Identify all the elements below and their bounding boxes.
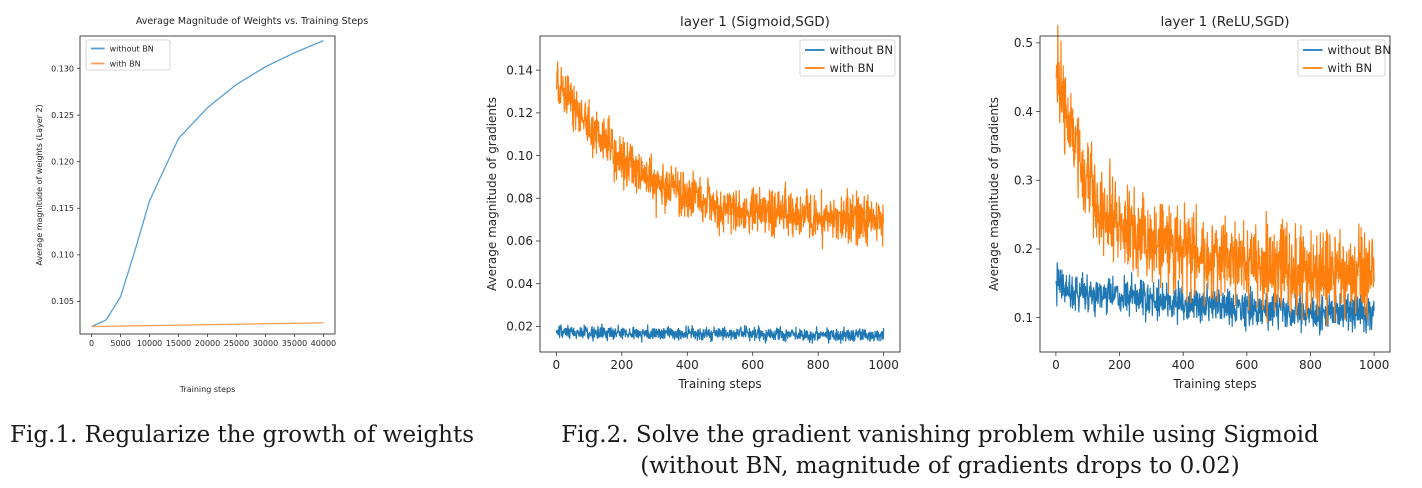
x-axis-label: Training steps	[179, 385, 236, 394]
chart-weights-magnitude: 0 5000 10000 15000 20000 25000 30000 35000 40000…	[35, 16, 368, 394]
x-tick-label: 600	[1235, 358, 1258, 372]
series-line-without-bn	[91, 40, 324, 328]
x-tick-label: 200	[610, 358, 633, 372]
x-tick-label: 40000	[311, 339, 336, 348]
x-tick-label: 30000	[253, 339, 278, 348]
legend: without BN with BN	[799, 39, 896, 77]
x-axis-label: Training steps	[677, 377, 761, 391]
y-tick-label: 0.3	[1014, 173, 1033, 187]
y-axis-label: Average magnitude of weights (Layer 2)	[35, 104, 44, 265]
y-tick-label: 0.130	[51, 64, 74, 73]
legend: without BN with BN	[1297, 39, 1391, 77]
y-tick-label: 0.14	[506, 63, 533, 77]
series-line-without-bn	[1055, 262, 1375, 336]
legend-box	[1297, 39, 1386, 77]
legend-label-with-bn: with BN	[110, 59, 141, 68]
x-tick-label: 1000	[868, 358, 899, 372]
x-axis-label: Training steps	[1172, 377, 1256, 391]
y-tick-label: 0.08	[506, 191, 533, 205]
plot-frame	[539, 35, 901, 353]
x-tick-label: 25000	[224, 339, 249, 348]
y-tick-label: 0.04	[506, 277, 533, 291]
chart-relu-gradients: 0 200 400 600 800 1000 0.1 0.2 0.3 0.4 0.5 layer 1 …	[987, 14, 1391, 391]
fig2-caption-line1: Fig.2. Solve the gradient vanishing prob…	[561, 422, 1319, 448]
y-tick-label: 0.115	[51, 204, 74, 213]
x-tick-label: 35000	[282, 339, 307, 348]
x-tick-label: 400	[1172, 358, 1195, 372]
chart-sigmoid-gradients: 0 200 400 600 800 1000 0.02 0.04 0.06 0.08 0.10 0.1…	[485, 14, 901, 391]
chart-title: layer 1 (Sigmoid,SGD)	[680, 14, 830, 30]
x-tick-label: 800	[1299, 358, 1322, 372]
series-line-with-bn	[91, 322, 324, 328]
y-tick-label: 0.10	[506, 149, 533, 163]
series-line-with-bn	[1055, 24, 1375, 327]
series-line-with-bn	[555, 61, 885, 250]
legend-box	[85, 39, 171, 71]
x-tick-label: 0	[89, 339, 94, 348]
y-tick-label: 0.120	[51, 158, 74, 167]
x-tick-label: 15000	[166, 339, 191, 348]
y-tick-label: 0.4	[1014, 105, 1033, 119]
y-tick-label: 0.110	[51, 251, 74, 260]
y-tick-label: 0.02	[506, 320, 533, 334]
fig2-caption-line2: (without BN, magnitude of gradients drop…	[640, 453, 1240, 479]
y-tick-label: 0.2	[1014, 242, 1033, 256]
fig1-caption: Fig.1. Regularize the growth of weights	[10, 422, 475, 448]
series-line-without-bn	[555, 323, 885, 344]
x-tick-label: 800	[807, 358, 830, 372]
y-axis-label: Average magnitude of gradients	[987, 97, 1001, 291]
plot-frame	[79, 35, 336, 335]
legend-label-with-bn: with BN	[830, 61, 875, 75]
y-tick-label: 0.5	[1014, 36, 1033, 50]
legend-label-with-bn: with BN	[1328, 61, 1373, 75]
y-tick-label: 0.1	[1014, 311, 1033, 325]
legend: without BN with BN	[85, 39, 171, 71]
x-tick-label: 10000	[137, 339, 162, 348]
y-tick-label: 0.105	[51, 297, 74, 306]
y-tick-label: 0.06	[506, 234, 533, 248]
x-tick-label: 0	[553, 358, 561, 372]
x-tick-label: 600	[741, 358, 764, 372]
x-tick-label: 1000	[1359, 358, 1390, 372]
x-tick-label: 5000	[110, 339, 130, 348]
x-tick-label: 200	[1108, 358, 1131, 372]
plot-frame	[1039, 35, 1391, 353]
legend-label-without-bn: without BN	[1328, 43, 1391, 57]
y-axis-label: Average magnitude of gradients	[485, 97, 499, 291]
y-tick-label: 0.12	[506, 106, 533, 120]
x-tick-label: 20000	[195, 339, 220, 348]
legend-label-without-bn: without BN	[110, 44, 154, 53]
chart-title: Average Magnitude of Weights vs. Trainin…	[136, 16, 368, 27]
y-tick-label: 0.125	[51, 111, 74, 120]
x-tick-label: 0	[1052, 358, 1060, 372]
legend-label-without-bn: without BN	[830, 43, 893, 57]
x-tick-label: 400	[676, 358, 699, 372]
legend-box	[799, 39, 896, 77]
chart-title: layer 1 (ReLU,SGD)	[1160, 14, 1289, 30]
